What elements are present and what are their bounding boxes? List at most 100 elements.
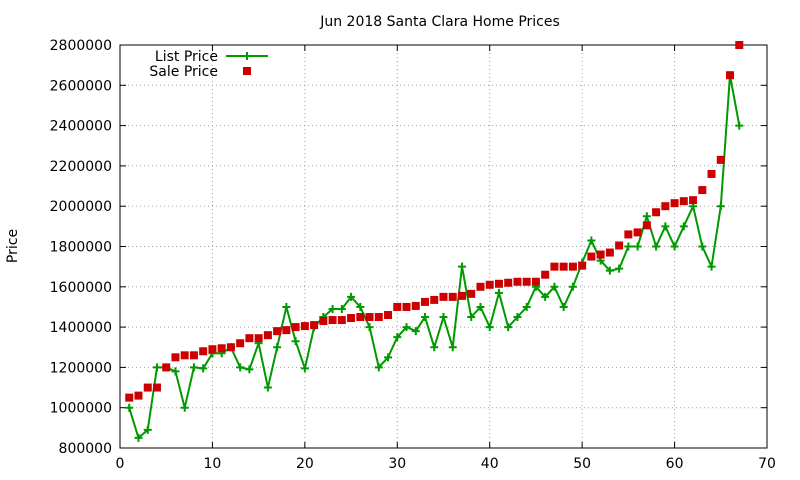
series xyxy=(125,41,744,442)
x-tick-label: 10 xyxy=(204,456,222,472)
x-tick-label: 70 xyxy=(758,456,776,472)
y-tick-label: 800000 xyxy=(59,441,112,457)
data-point-list-price xyxy=(365,323,374,332)
data-point-sale-price xyxy=(217,344,226,353)
data-point-sale-price xyxy=(263,331,272,340)
data-point-sale-price xyxy=(374,313,383,322)
data-point-list-price xyxy=(615,264,624,273)
data-point-list-price xyxy=(143,425,152,434)
data-point-list-price xyxy=(282,302,291,311)
data-point-sale-price xyxy=(633,228,642,237)
data-point-sale-price xyxy=(504,278,513,287)
data-point-sale-price xyxy=(642,221,651,230)
data-point-list-price xyxy=(624,242,633,251)
data-point-list-price xyxy=(402,323,411,332)
data-point-list-price xyxy=(337,304,346,313)
data-point-sale-price xyxy=(531,277,540,286)
data-point-list-price xyxy=(467,313,476,322)
data-point-sale-price xyxy=(402,302,411,311)
data-point-list-price xyxy=(328,304,337,313)
data-point-list-price xyxy=(522,302,531,311)
data-point-sale-price xyxy=(226,343,235,352)
x-tick-label: 30 xyxy=(388,456,406,472)
data-point-sale-price xyxy=(125,393,134,402)
data-point-list-price xyxy=(300,364,309,373)
axis-ticks: 800000 1000000 1200000 1400000 1600000 180000… xyxy=(50,38,776,472)
chart-title: Jun 2018 Santa Clara Home Prices xyxy=(319,14,560,30)
data-point-sale-price xyxy=(411,301,420,310)
data-point-list-price xyxy=(189,363,198,372)
data-point-list-price xyxy=(384,353,393,362)
data-point-sale-price xyxy=(476,282,485,291)
data-point-sale-price xyxy=(152,383,161,392)
data-point-sale-price xyxy=(596,250,605,259)
data-point-list-price xyxy=(494,288,503,297)
data-point-sale-price xyxy=(384,311,393,320)
data-point-sale-price xyxy=(208,345,217,354)
data-point-sale-price xyxy=(421,297,430,306)
data-point-list-price xyxy=(245,365,254,374)
data-point-sale-price xyxy=(661,202,670,211)
data-point-list-price xyxy=(430,343,439,352)
legend-label-sale-price: Sale Price xyxy=(149,64,218,80)
data-point-sale-price xyxy=(162,363,171,372)
data-point-sale-price xyxy=(559,262,568,271)
data-point-list-price xyxy=(421,313,430,322)
data-point-list-price xyxy=(393,333,402,342)
data-point-list-price xyxy=(485,323,494,332)
data-point-list-price xyxy=(273,343,282,352)
data-point-list-price xyxy=(735,121,744,130)
data-point-list-price xyxy=(263,383,272,392)
data-point-sale-price xyxy=(494,279,503,288)
data-point-sale-price xyxy=(726,71,735,80)
y-tick-label: 2200000 xyxy=(50,159,112,175)
data-point-sale-price xyxy=(735,41,744,49)
data-point-sale-price xyxy=(448,292,457,301)
data-point-sale-price xyxy=(180,351,189,360)
data-point-sale-price xyxy=(624,230,633,239)
data-point-list-price xyxy=(679,222,688,231)
data-point-sale-price xyxy=(347,314,356,323)
data-point-sale-price xyxy=(143,383,152,392)
data-point-sale-price xyxy=(337,316,346,325)
data-point-sale-price xyxy=(513,277,522,286)
data-point-list-price xyxy=(171,367,180,376)
legend-item-sale-price: Sale Price xyxy=(149,64,251,80)
y-tick-label: 1000000 xyxy=(50,401,112,417)
legend-label-list-price: List Price xyxy=(155,49,218,65)
data-point-list-price xyxy=(587,236,596,245)
data-point-list-price xyxy=(698,242,707,251)
y-axis-label: Price xyxy=(5,229,21,263)
data-point-list-price xyxy=(152,363,161,372)
y-tick-label: 1800000 xyxy=(50,240,112,256)
data-point-list-price xyxy=(476,302,485,311)
x-tick-label: 50 xyxy=(573,456,591,472)
data-point-list-price xyxy=(439,313,448,322)
data-point-sale-price xyxy=(541,270,550,279)
data-point-list-price xyxy=(291,337,300,346)
data-point-list-price xyxy=(633,242,642,251)
data-point-list-price xyxy=(457,262,466,271)
data-point-sale-price xyxy=(605,248,614,257)
legend-item-list-price: List Price xyxy=(155,49,268,65)
data-point-sale-price xyxy=(300,322,309,331)
y-tick-label: 2800000 xyxy=(50,38,112,54)
data-point-sale-price xyxy=(689,196,698,205)
x-tick-label: 0 xyxy=(116,456,125,472)
data-point-sale-price xyxy=(439,292,448,301)
data-point-list-price xyxy=(513,313,522,322)
data-point-sale-price xyxy=(679,197,688,206)
data-point-sale-price xyxy=(587,252,596,261)
data-point-list-price xyxy=(199,364,208,373)
data-point-sale-price xyxy=(457,291,466,300)
data-point-sale-price xyxy=(522,277,531,286)
data-point-sale-price xyxy=(615,241,624,250)
data-point-sale-price xyxy=(568,262,577,271)
data-point-sale-price xyxy=(670,199,679,208)
y-tick-label: 2600000 xyxy=(50,78,112,94)
data-point-sale-price xyxy=(365,313,374,322)
data-point-list-price xyxy=(448,343,457,352)
data-point-list-price xyxy=(180,403,189,412)
data-point-sale-price xyxy=(134,391,143,400)
data-point-list-price xyxy=(134,433,143,442)
